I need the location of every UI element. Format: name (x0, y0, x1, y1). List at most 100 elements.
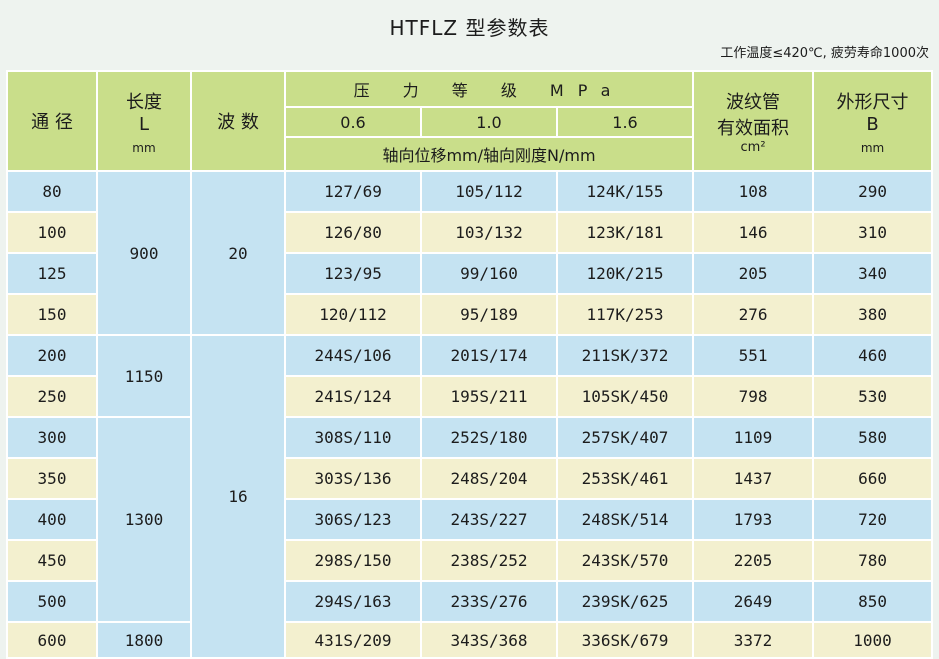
cell-pressure-0-6: 294S/163 (284, 580, 422, 623)
cell-pressure-1-0: 195S/211 (420, 375, 558, 418)
cell-pressure-0-6: 308S/110 (284, 416, 422, 459)
cell-pressure-1-6: 243SK/570 (555, 539, 695, 582)
cell-pressure-0-6: 244S/106 (284, 334, 422, 377)
table-row: 500 294S/163 233S/276 239SK/625 2649 850 (6, 580, 934, 623)
operating-note: 工作温度≤420℃, 疲劳寿命1000次 (720, 46, 929, 61)
cell-effective-area: 2205 (692, 539, 815, 582)
cell-pressure-1-6: 117K/253 (555, 293, 695, 336)
header-outer-size: 外形尺寸 B mm (812, 70, 934, 172)
cell-outer-size: 290 (812, 170, 934, 213)
table-row: 125 123/95 99/160 120K/215 205 340 (6, 252, 934, 295)
cell-pressure-1-0: 103/132 (420, 211, 558, 254)
header-pressure-0-6: 0.6 (284, 106, 422, 138)
cell-pressure-1-0: 105/112 (420, 170, 558, 213)
cell-effective-area: 2649 (692, 580, 815, 623)
cell-outer-size: 380 (812, 293, 934, 336)
cell-diameter: 600 (6, 621, 98, 659)
cell-pressure-1-6: 211SK/372 (555, 334, 695, 377)
cell-pressure-1-0: 243S/227 (420, 498, 558, 541)
cell-pressure-0-6: 126/80 (284, 211, 422, 254)
cell-pressure-1-6: 123K/181 (555, 211, 695, 254)
cell-pressure-1-0: 248S/204 (420, 457, 558, 500)
cell-pressure-1-6: 257SK/407 (555, 416, 695, 459)
cell-pressure-1-0: 343S/368 (420, 621, 558, 659)
cell-pressure-1-6: 239SK/625 (555, 580, 695, 623)
table-row: 250 241S/124 195S/211 105SK/450 798 530 (6, 375, 934, 418)
table-row: 600 1800 431S/209 343S/368 336SK/679 3372 1000 (6, 621, 934, 659)
cell-length-900: 900 (96, 170, 192, 336)
cell-outer-size: 780 (812, 539, 934, 582)
table-row: 350 303S/136 248S/204 253SK/461 1437 660 (6, 457, 934, 500)
cell-pressure-0-6: 123/95 (284, 252, 422, 295)
cell-pressure-1-6: 248SK/514 (555, 498, 695, 541)
cell-pressure-1-6: 120K/215 (555, 252, 695, 295)
cell-effective-area: 276 (692, 293, 815, 336)
cell-pressure-1-6: 253SK/461 (555, 457, 695, 500)
table-row: 80 900 20 127/69 105/112 124K/155 108 290 (6, 170, 934, 336)
header-waves: 波 数 (190, 70, 286, 172)
cell-waves-16: 16 (190, 334, 286, 659)
cell-pressure-1-0: 99/160 (420, 252, 558, 295)
header-length: 长度 L mm (96, 70, 192, 172)
cell-pressure-0-6: 303S/136 (284, 457, 422, 500)
cell-effective-area: 108 (692, 170, 815, 213)
cell-outer-size: 580 (812, 416, 934, 459)
cell-effective-area: 3372 (692, 621, 815, 659)
cell-outer-size: 1000 (812, 621, 934, 659)
parameter-table: 通 径 长度 L mm 波 数 压 力 等 级 MPa 波纹管 有效面积 cm²… (6, 70, 934, 659)
cell-diameter: 200 (6, 334, 98, 377)
cell-pressure-1-0: 238S/252 (420, 539, 558, 582)
cell-diameter: 450 (6, 539, 98, 582)
cell-pressure-1-6: 336SK/679 (555, 621, 695, 659)
cell-outer-size: 660 (812, 457, 934, 500)
table-row: 150 120/112 95/189 117K/253 276 380 (6, 293, 934, 336)
cell-outer-size: 850 (812, 580, 934, 623)
cell-effective-area: 1793 (692, 498, 815, 541)
page-title: HTFLZ 型参数表 (389, 16, 550, 40)
header-pressure: 压 力 等 级 MPa (283, 70, 695, 108)
cell-outer-size: 530 (812, 375, 934, 418)
table-row: 300 1300 308S/110 252S/180 257SK/407 1109 580 (6, 416, 934, 623)
cell-waves-20: 20 (190, 170, 286, 336)
cell-length-1800: 1800 (96, 621, 192, 659)
cell-outer-size: 340 (812, 252, 934, 295)
cell-effective-area: 205 (692, 252, 815, 295)
cell-pressure-0-6: 127/69 (284, 170, 422, 213)
cell-effective-area: 146 (692, 211, 815, 254)
cell-pressure-0-6: 306S/123 (284, 498, 422, 541)
cell-pressure-0-6: 241S/124 (284, 375, 422, 418)
header-displacement: 轴向位移mm/轴向刚度N/mm (283, 136, 695, 172)
cell-outer-size: 310 (812, 211, 934, 254)
header-diameter: 通 径 (6, 70, 98, 172)
cell-pressure-0-6: 120/112 (284, 293, 422, 336)
cell-effective-area: 1437 (692, 457, 815, 500)
cell-diameter: 500 (6, 580, 98, 623)
header-pressure-1-0: 1.0 (420, 106, 558, 138)
cell-effective-area: 1109 (692, 416, 815, 459)
cell-pressure-1-6: 105SK/450 (555, 375, 695, 418)
cell-pressure-1-0: 252S/180 (420, 416, 558, 459)
cell-effective-area: 798 (692, 375, 815, 418)
cell-pressure-1-0: 233S/276 (420, 580, 558, 623)
cell-diameter: 400 (6, 498, 98, 541)
header-effective-area: 波纹管 有效面积 cm² (692, 70, 815, 172)
table-row: 200 1150 16 244S/106 201S/174 211SK/372 551 460 (6, 334, 934, 659)
table-row: 100 126/80 103/132 123K/181 146 310 (6, 211, 934, 254)
cell-pressure-0-6: 431S/209 (284, 621, 422, 659)
header-pressure-1-6: 1.6 (555, 106, 695, 138)
cell-outer-size: 720 (812, 498, 934, 541)
cell-pressure-1-0: 95/189 (420, 293, 558, 336)
table-row: 450 298S/150 238S/252 243SK/570 2205 780 (6, 539, 934, 582)
cell-pressure-1-6: 124K/155 (555, 170, 695, 213)
cell-diameter: 250 (6, 375, 98, 418)
cell-pressure-0-6: 298S/150 (284, 539, 422, 582)
cell-diameter: 80 (6, 170, 98, 213)
cell-length-1150: 1150 (96, 334, 192, 418)
cell-diameter: 125 (6, 252, 98, 295)
cell-diameter: 350 (6, 457, 98, 500)
cell-diameter: 100 (6, 211, 98, 254)
cell-length-1300: 1300 (96, 416, 192, 623)
cell-effective-area: 551 (692, 334, 815, 377)
cell-outer-size: 460 (812, 334, 934, 377)
cell-pressure-1-0: 201S/174 (420, 334, 558, 377)
